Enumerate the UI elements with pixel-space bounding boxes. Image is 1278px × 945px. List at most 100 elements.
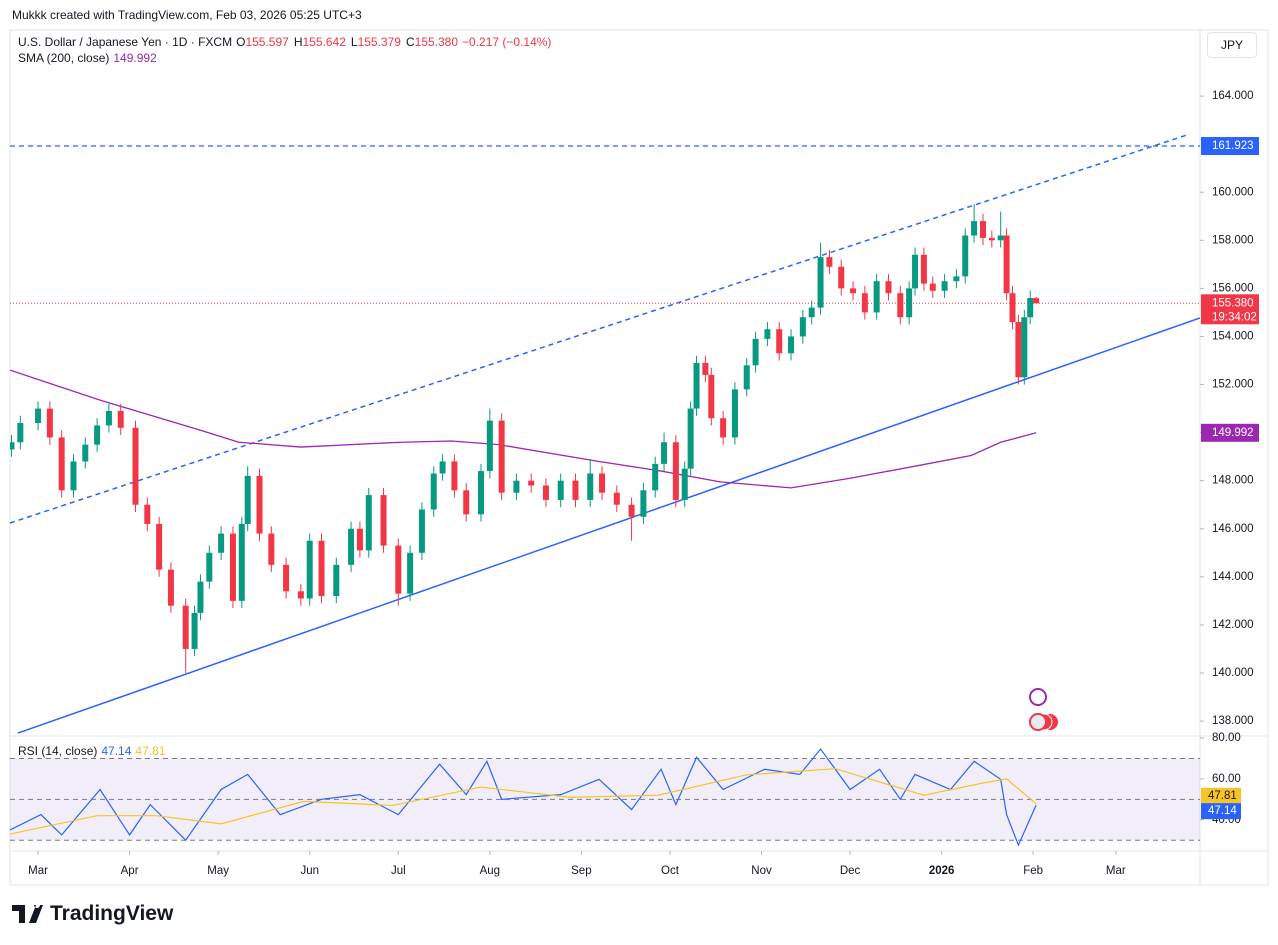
rsi-title: RSI (14, close) <box>18 744 98 758</box>
last-price-tag <box>1201 294 1259 325</box>
candle-body <box>58 437 65 491</box>
ohlc-value: 155.379 <box>357 35 401 49</box>
rsi-legend: RSI (14, close) 47.14 47.81 <box>18 744 165 758</box>
candle-body <box>70 461 77 491</box>
x-tick-label: Mar <box>1106 865 1126 877</box>
candle-body <box>229 533 236 601</box>
candle-body <box>1027 298 1034 318</box>
price-tag-label: 161.923 <box>1212 140 1254 152</box>
candle-body <box>513 480 520 493</box>
candle-body <box>238 523 245 601</box>
ohlc: O155.597 H155.642 L155.379 C155.380 <box>236 35 458 49</box>
candle-body <box>613 492 620 505</box>
rsi-tag-label: 47.14 <box>1208 805 1237 817</box>
candle-body <box>365 495 372 551</box>
x-tick-label: Jun <box>300 865 319 877</box>
x-tick-label: 2026 <box>929 865 955 877</box>
candle-body <box>838 266 845 289</box>
candle-body <box>348 528 355 565</box>
y-tick-label: 164.000 <box>1212 90 1254 102</box>
candle-body <box>979 221 986 238</box>
trendline <box>17 317 1200 734</box>
candle-body <box>283 564 290 592</box>
candle-body <box>542 485 549 500</box>
y-tick-label: 160.000 <box>1212 186 1254 198</box>
symbol-legend: U.S. Dollar / Japanese Yen · 1D · FXCM O… <box>18 35 551 49</box>
ohlc-item: C155.380 <box>406 35 458 49</box>
candle-body <box>1021 317 1028 378</box>
candle-body <box>463 490 470 515</box>
sma-legend: SMA (200, close) 149.992 <box>18 51 157 65</box>
sma-tag <box>1201 423 1259 442</box>
candle-body <box>799 317 806 337</box>
candle-body <box>1009 293 1016 323</box>
candle-body <box>206 552 213 582</box>
candle-body <box>752 338 759 366</box>
sma-value: 149.992 <box>113 51 157 65</box>
candle-body <box>1015 322 1022 378</box>
rsi-line <box>10 768 1037 835</box>
candle-body <box>687 408 694 469</box>
footer-logo: TradingView <box>12 902 173 926</box>
ohlc-value: 155.642 <box>302 35 346 49</box>
x-tick-label: Nov <box>751 865 772 877</box>
candle-body <box>105 410 112 426</box>
countdown: 19:34:02 <box>1212 311 1257 323</box>
currency-button[interactable]: JPY <box>1207 32 1257 58</box>
x-tick-label: Feb <box>1023 865 1043 877</box>
price-pane <box>10 133 1200 734</box>
candle-body <box>35 408 42 424</box>
candle-body <box>861 293 868 313</box>
candle-body <box>557 480 564 500</box>
candle-body <box>144 504 151 524</box>
ohlc-item: H155.642 <box>294 35 346 49</box>
sma-name: SMA (200, close) <box>18 51 110 65</box>
candle-body <box>94 425 101 445</box>
candle-body <box>191 612 198 649</box>
candle-body <box>218 533 225 553</box>
candle-body <box>817 257 824 308</box>
candle-body <box>971 221 978 236</box>
candle-body <box>182 605 189 649</box>
y-tick-label: 80.00 <box>1212 732 1241 744</box>
y-tick-label: 158.000 <box>1212 234 1254 246</box>
x-tick-label: Jul <box>391 865 406 877</box>
candle-body <box>10 442 15 450</box>
candle-body <box>912 254 919 289</box>
candle-body <box>528 480 535 486</box>
candle-body <box>1003 235 1010 294</box>
y-tick-label: 156.000 <box>1212 282 1254 294</box>
candle-body <box>953 276 960 282</box>
y-tick-label: 142.000 <box>1212 619 1254 631</box>
frame <box>9 29 1269 886</box>
candle-body <box>731 389 738 438</box>
candle-body <box>808 307 815 318</box>
rsi-value: 47.14 <box>101 744 132 758</box>
x-tick-label: Oct <box>661 865 680 877</box>
candle-body <box>652 463 659 491</box>
candle-body <box>720 418 727 438</box>
candle-body <box>788 336 795 354</box>
candle-body <box>628 504 635 517</box>
candle-body <box>693 362 700 409</box>
candle-body <box>356 528 363 551</box>
candle-body <box>132 427 139 505</box>
logo-text: TradingView <box>50 902 174 925</box>
candle-body <box>498 420 505 493</box>
candle-body <box>906 288 913 318</box>
price-tag <box>1201 137 1259 156</box>
candle-body <box>743 365 750 390</box>
y-tick-label: 148.000 <box>1212 475 1254 487</box>
ohlc-item: L155.379 <box>351 35 401 49</box>
candle-body <box>297 591 304 599</box>
event-icons <box>1029 688 1058 731</box>
trendline <box>10 133 1190 524</box>
candle-body <box>681 468 688 500</box>
x-tick-label: Sep <box>571 865 591 877</box>
candle-body <box>82 444 89 462</box>
candle-body <box>451 461 458 491</box>
ohlc-key: O <box>236 35 246 49</box>
candle-body <box>599 473 606 493</box>
